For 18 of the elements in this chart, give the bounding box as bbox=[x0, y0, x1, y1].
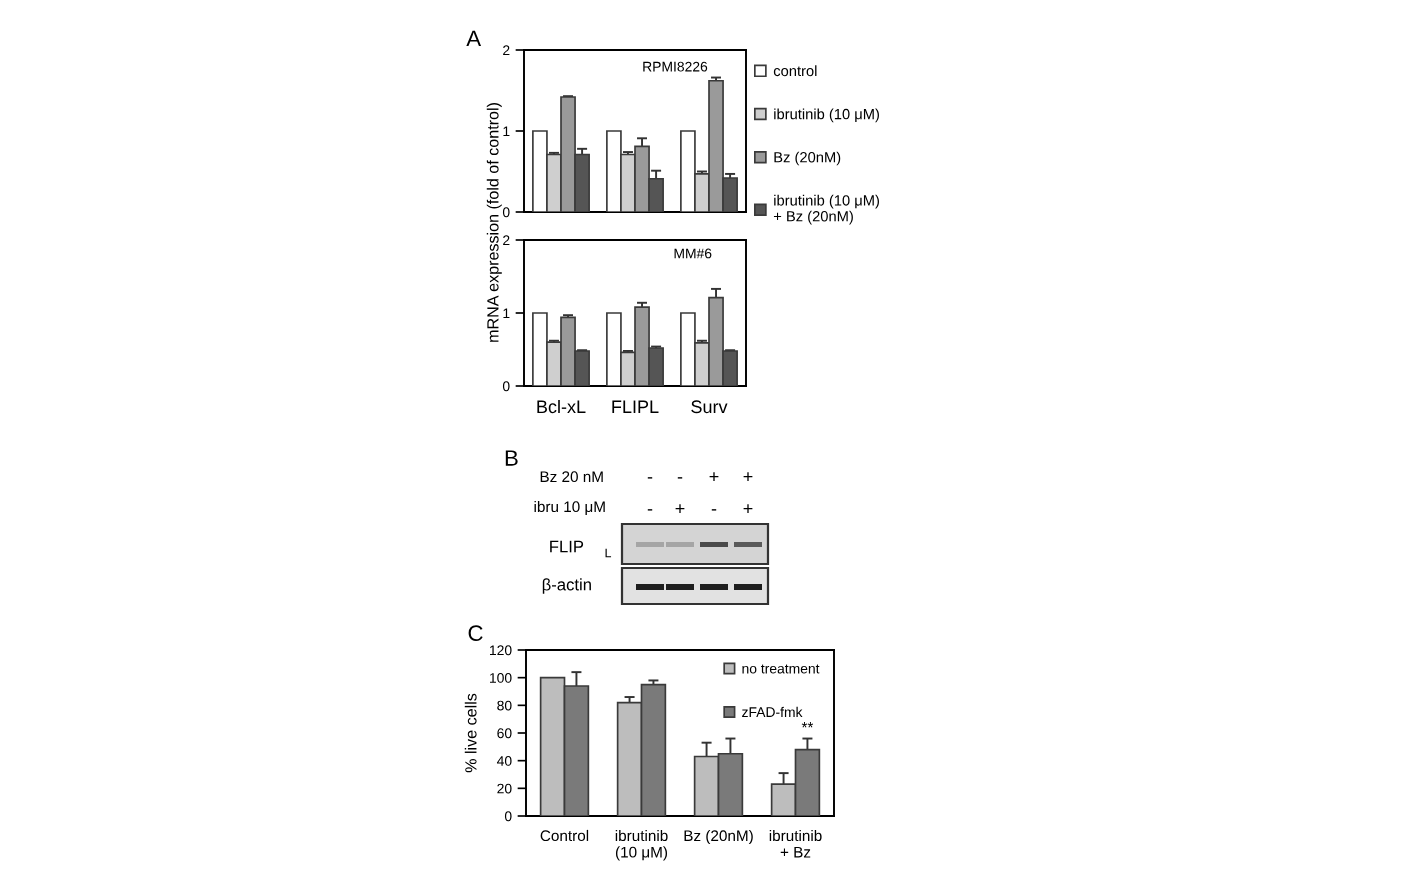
text: - bbox=[647, 477, 653, 479]
text: A bbox=[466, 30, 482, 47]
text: - bbox=[677, 477, 683, 479]
text: + bbox=[709, 472, 719, 482]
text: FLIP bbox=[550, 540, 584, 553]
text: B bbox=[505, 450, 518, 466]
x-tick-label: Bcl-xL bbox=[537, 399, 586, 414]
x-tick-label: FLIPL bbox=[612, 400, 659, 413]
text: + bbox=[675, 504, 685, 514]
text: C bbox=[468, 625, 483, 642]
text: + bbox=[743, 472, 753, 482]
text: + bbox=[743, 504, 753, 514]
y-axis-title: mRNA expression (fold of control) bbox=[486, 103, 502, 342]
text: β-actin bbox=[542, 578, 591, 594]
y-axis-title: % live cells bbox=[464, 693, 477, 773]
x-tick-label: Surv bbox=[691, 400, 728, 414]
text: - bbox=[647, 509, 653, 511]
text: - bbox=[711, 509, 717, 511]
